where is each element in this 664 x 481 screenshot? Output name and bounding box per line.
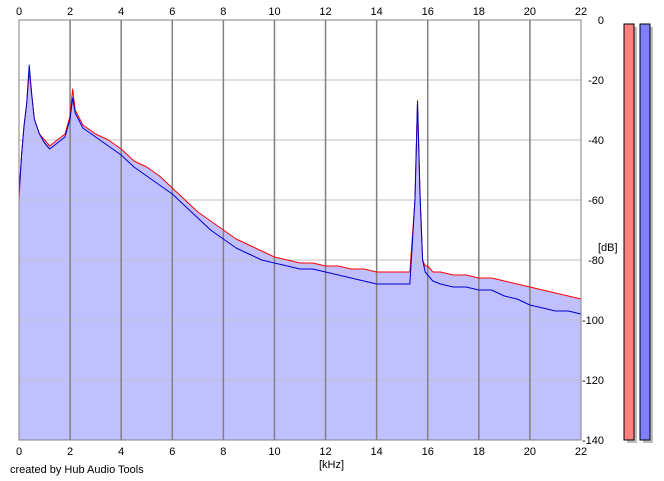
x-tick-label-bottom: 22 — [575, 446, 587, 458]
x-tick-label-top: 6 — [169, 6, 175, 18]
y-tick-label: -20 — [588, 75, 604, 87]
y-tick-label: -100 — [582, 315, 604, 327]
y-tick-label: 0 — [598, 15, 604, 27]
x-tick-label-top: 16 — [422, 6, 434, 18]
x-axis-top-ticks: 0 2 4 6 8 10 12 14 16 18 20 22 — [16, 6, 587, 18]
x-tick-label-bottom: 2 — [67, 446, 73, 458]
level-meter-left — [623, 23, 635, 441]
x-tick-label-top: 20 — [524, 6, 536, 18]
y-tick-label: -40 — [588, 135, 604, 147]
level-meters — [623, 23, 653, 443]
credit-text: created by Hub Audio Tools — [10, 464, 144, 476]
spectrum-fill-area — [19, 65, 581, 440]
x-tick-label-bottom: 16 — [422, 446, 434, 458]
y-tick-label: -60 — [588, 195, 604, 207]
x-tick-label-top: 4 — [118, 6, 124, 18]
x-tick-label-bottom: 4 — [118, 446, 124, 458]
x-tick-label-top: 10 — [268, 6, 280, 18]
x-tick-label-bottom: 8 — [220, 446, 226, 458]
x-tick-label-bottom: 20 — [524, 446, 536, 458]
plot-frame — [18, 19, 582, 441]
x-tick-label-top: 14 — [371, 6, 383, 18]
x-tick-label-top: 22 — [575, 6, 587, 18]
y-tick-label: -120 — [582, 375, 604, 387]
x-tick-label-bottom: 0 — [16, 446, 22, 458]
x-tick-label-top: 8 — [220, 6, 226, 18]
plot-area — [18, 19, 582, 441]
x-axis-label: [kHz] — [319, 459, 344, 471]
x-tick-label-bottom: 14 — [371, 446, 383, 458]
series-line-right — [18, 64, 582, 315]
x-axis-bottom-ticks: 0 2 4 6 8 10 12 14 16 18 20 22 — [16, 446, 587, 458]
x-tick-label-bottom: 12 — [319, 446, 331, 458]
x-tick-label-bottom: 10 — [268, 446, 280, 458]
x-tick-label-top: 0 — [16, 6, 22, 18]
y-tick-label: -140 — [582, 435, 604, 447]
y-axis-ticks: 0 -20 -40 -60 -80 -100 -120 -140 — [582, 15, 604, 447]
series-line-left — [18, 70, 582, 300]
x-tick-label-top: 18 — [473, 6, 485, 18]
grid — [19, 20, 581, 440]
x-tick-label-bottom: 6 — [169, 446, 175, 458]
x-tick-label-bottom: 18 — [473, 446, 485, 458]
x-tick-label-top: 12 — [319, 6, 331, 18]
y-axis-label: [dB] — [598, 242, 618, 254]
level-meter-right — [639, 23, 651, 441]
x-tick-label-top: 2 — [67, 6, 73, 18]
y-tick-label: -80 — [588, 255, 604, 267]
